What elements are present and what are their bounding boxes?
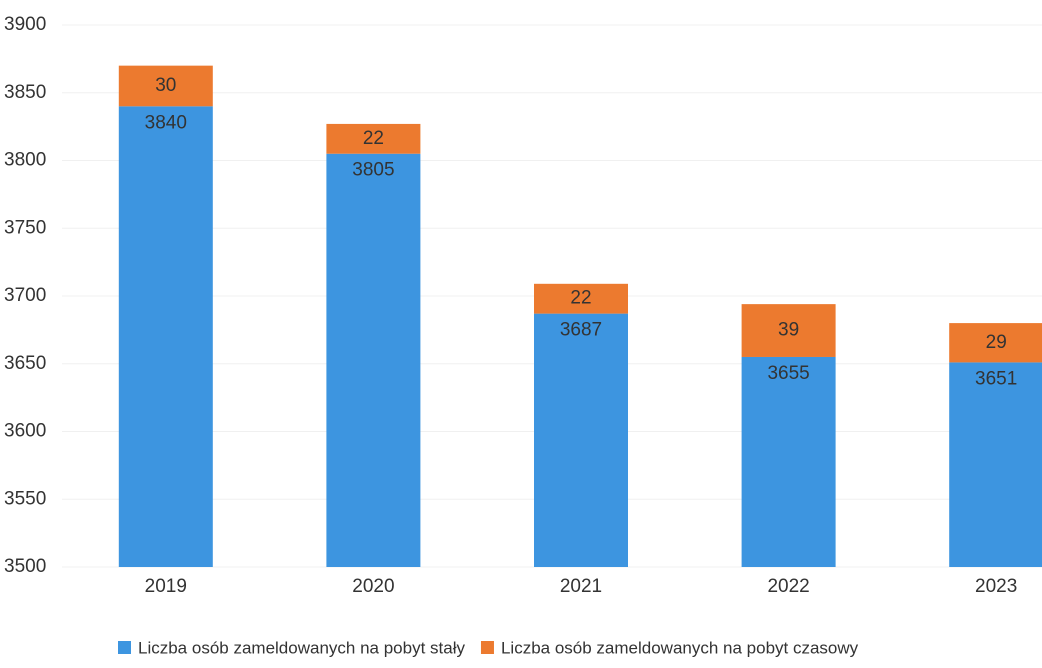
data-label: 39 xyxy=(778,320,799,341)
y-tick-label: 3850 xyxy=(4,82,46,103)
y-tick-label: 3550 xyxy=(4,488,46,509)
bar-segment xyxy=(326,153,421,567)
data-label: 22 xyxy=(363,128,384,149)
bar-segment xyxy=(534,313,628,567)
data-label: 29 xyxy=(986,332,1007,353)
bar-segment xyxy=(949,362,1042,567)
data-label: 3655 xyxy=(767,363,809,384)
y-tick-label: 3650 xyxy=(4,353,46,374)
data-label: 3840 xyxy=(145,112,187,133)
bar-segment xyxy=(741,304,836,357)
data-label: 30 xyxy=(155,75,176,96)
legend-swatch xyxy=(480,641,494,654)
x-tick-label: 2021 xyxy=(560,576,602,597)
y-tick-label: 3800 xyxy=(4,150,46,171)
legend-label: Liczba osób zameldowanych na pobyt stały xyxy=(138,638,465,657)
data-label: 22 xyxy=(570,288,591,309)
x-tick-label: 2022 xyxy=(767,576,809,597)
y-tick-label: 3700 xyxy=(4,285,46,306)
data-label: 3805 xyxy=(352,160,394,181)
bar-segment xyxy=(118,106,213,568)
x-tick-label: 2023 xyxy=(975,576,1017,597)
data-label: 3651 xyxy=(975,368,1017,389)
bar-segment xyxy=(741,356,836,567)
y-tick-label: 3900 xyxy=(4,14,46,35)
legend-swatch xyxy=(118,641,131,654)
bar-segment xyxy=(949,323,1042,363)
y-tick-label: 3750 xyxy=(4,217,46,238)
legend-label: Liczba osób zameldowanych na pobyt czaso… xyxy=(501,638,859,657)
x-tick-label: 2019 xyxy=(145,576,187,597)
x-tick-label: 2020 xyxy=(352,576,394,597)
bar-segment xyxy=(326,123,421,154)
bar-segment xyxy=(118,65,213,107)
y-tick-label: 3500 xyxy=(4,556,46,577)
y-tick-label: 3600 xyxy=(4,421,46,442)
data-label: 3687 xyxy=(560,320,602,341)
bar-segment xyxy=(534,283,628,314)
